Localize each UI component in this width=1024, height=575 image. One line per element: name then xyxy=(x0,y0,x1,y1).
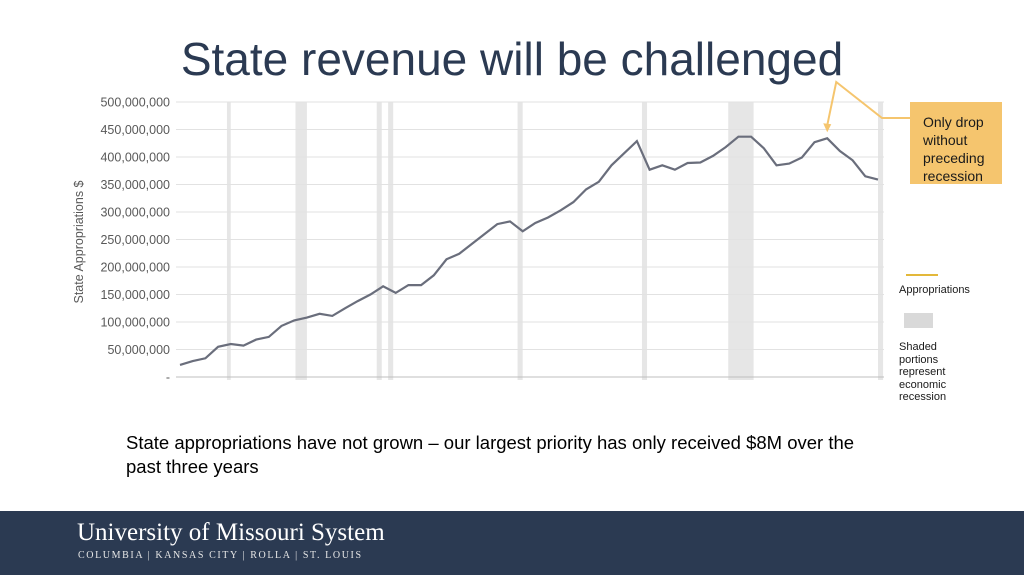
y-tick-label: 200,000,000 xyxy=(100,261,170,275)
callout-arrow-head xyxy=(823,123,832,133)
slide-title: State revenue will be challenged xyxy=(180,33,844,85)
legend-recession-label: Shaded portions represent economic reces… xyxy=(899,341,947,403)
recession-band xyxy=(388,102,394,380)
appropriations-chart: - 50,000,000 100,000,000 150,000,000 200,000… xyxy=(72,80,910,385)
y-tick-label: 100,000,000 xyxy=(100,316,170,330)
recession-band xyxy=(878,102,884,380)
recession-band xyxy=(226,102,231,380)
callout-arrow-line xyxy=(826,80,910,126)
appropriations-series-line xyxy=(179,135,879,366)
recession-band xyxy=(641,102,648,380)
footer-university-name: University of Missouri System xyxy=(77,519,385,546)
recession-band xyxy=(728,102,754,380)
y-tick-label: 350,000,000 xyxy=(100,178,170,192)
y-tick-label: 450,000,000 xyxy=(100,123,170,137)
legend-appropriations-swatch xyxy=(906,274,938,276)
legend-recession-swatch xyxy=(904,313,933,328)
y-tick-label: - xyxy=(166,371,170,385)
recession-band xyxy=(376,102,382,380)
y-tick-label: 500,000,000 xyxy=(100,96,170,110)
y-tick-label: 400,000,000 xyxy=(100,151,170,165)
gridlines xyxy=(176,101,884,378)
y-tick-label: 50,000,000 xyxy=(107,343,170,357)
footer-bar: University of Missouri System COLUMBIA |… xyxy=(0,511,1024,575)
slide-caption: State appropriations have not grown – ou… xyxy=(126,432,855,477)
callout-box: Only drop without preceding recession xyxy=(910,102,1002,184)
footer-campuses: COLUMBIA | KANSAS CITY | ROLLA | ST. LOU… xyxy=(78,550,363,561)
legend-appropriations-label: Appropriations xyxy=(899,284,970,296)
y-tick-label: 300,000,000 xyxy=(100,206,170,220)
recession-bands xyxy=(226,102,884,380)
y-axis-ticks: - 50,000,000 100,000,000 150,000,000 200,000… xyxy=(100,96,170,385)
y-tick-label: 250,000,000 xyxy=(100,233,170,247)
callout-arrow xyxy=(823,80,910,133)
y-tick-label: 150,000,000 xyxy=(100,288,170,302)
y-axis-label: State Appropriations $ xyxy=(72,180,86,303)
recession-band xyxy=(295,102,307,380)
recession-band xyxy=(517,102,523,380)
